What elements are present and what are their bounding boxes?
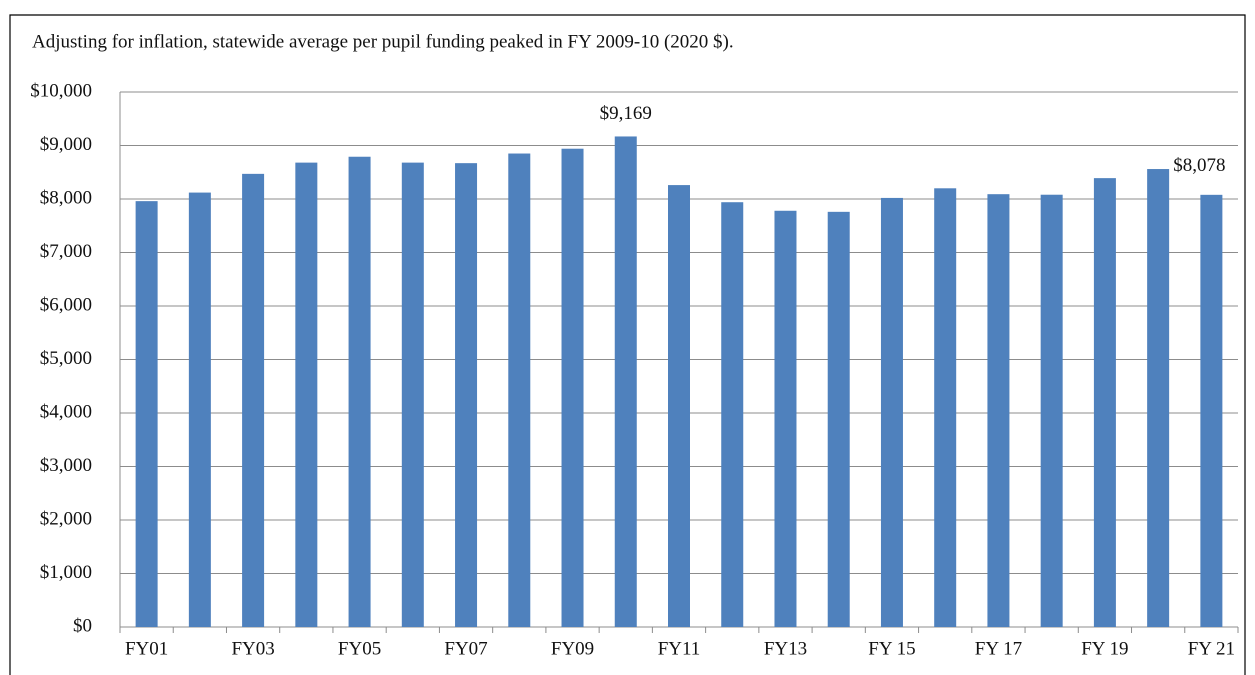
y-tick-label: $6,000	[40, 294, 92, 315]
x-tick-label: FY11	[658, 638, 701, 659]
y-tick-label: $2,000	[40, 508, 92, 529]
bar	[348, 156, 371, 628]
bar	[561, 148, 584, 627]
y-tick-label: $8,000	[40, 187, 92, 208]
x-tick-label: FY09	[551, 638, 594, 659]
y-tick-label: $3,000	[40, 455, 92, 476]
bar	[401, 162, 424, 627]
bar	[668, 185, 690, 627]
x-tick-label: FY 21	[1188, 638, 1235, 659]
bar	[188, 192, 211, 627]
y-tick-label: $0	[73, 615, 92, 636]
bar	[508, 153, 531, 627]
x-tick-label: FY 17	[975, 638, 1022, 659]
bar	[1093, 178, 1116, 627]
bar	[242, 173, 265, 628]
y-tick-label: $7,000	[40, 241, 92, 262]
x-tick-label: FY01	[125, 638, 168, 659]
frame	[9, 14, 1246, 675]
x-tick-label: FY 19	[1081, 638, 1128, 659]
bar	[1147, 169, 1170, 628]
data-label: $8,078	[1173, 155, 1225, 176]
bar	[295, 162, 318, 627]
y-tick-label: $1,000	[40, 562, 92, 583]
x-tick-label: FY05	[338, 638, 381, 659]
y-tick-label: $9,000	[40, 134, 92, 155]
x-tick-label: FY 15	[868, 638, 915, 659]
bar	[721, 202, 744, 627]
chart-title: Adjusting for inflation, statewide avera…	[32, 31, 734, 52]
bar	[934, 188, 957, 628]
data-label: $9,169	[600, 103, 652, 124]
bar	[987, 194, 1010, 627]
bar	[1200, 194, 1223, 627]
y-tick-label: $10,000	[30, 80, 92, 101]
x-tick-label: FY13	[764, 638, 807, 659]
y-tick-label: $5,000	[40, 348, 92, 369]
x-tick-label: FY03	[231, 638, 274, 659]
bar	[135, 201, 158, 627]
bar	[774, 210, 797, 627]
bar	[614, 136, 637, 627]
x-tick-label: FY07	[444, 638, 487, 659]
y-tick-label: $4,000	[40, 401, 92, 422]
bar	[827, 211, 850, 627]
bar	[880, 197, 903, 627]
bar	[455, 163, 478, 627]
bar	[1040, 194, 1063, 627]
